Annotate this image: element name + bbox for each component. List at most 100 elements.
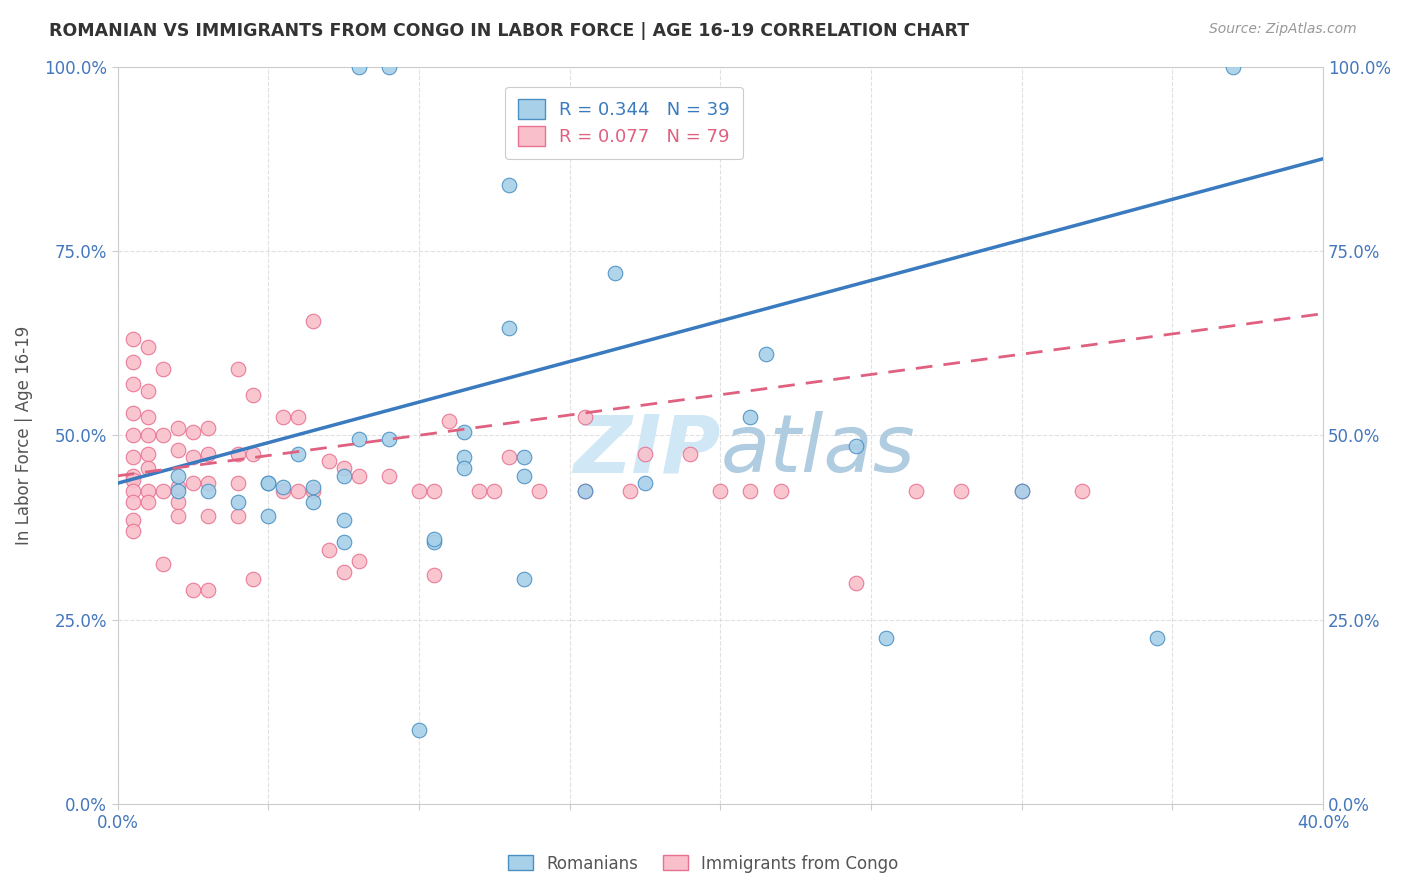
Point (166, 421, 188, 435)
Point (453, 450, 475, 465)
Legend: Romanians, Immigrants from Congo: Romanians, Immigrants from Congo (501, 848, 905, 880)
Point (242, 388, 264, 402)
Point (166, 483, 188, 498)
Point (302, 480, 325, 494)
Point (226, 362, 249, 376)
Point (121, 376, 143, 391)
Point (152, 483, 174, 498)
Point (423, 535, 446, 549)
Point (226, 447, 249, 461)
Point (287, 447, 309, 461)
Point (181, 450, 204, 465)
Point (845, 575, 868, 590)
Point (347, 468, 370, 483)
Point (347, 60, 370, 74)
Point (121, 483, 143, 498)
Point (905, 483, 928, 498)
Point (332, 565, 354, 579)
Point (257, 476, 280, 491)
Point (634, 447, 657, 461)
Point (1011, 483, 1033, 498)
Point (740, 409, 762, 424)
Point (603, 266, 626, 280)
Text: atlas: atlas (720, 411, 915, 489)
Point (136, 494, 159, 508)
Point (242, 447, 264, 461)
Point (318, 454, 340, 468)
Point (574, 483, 596, 498)
Point (423, 483, 446, 498)
Point (950, 483, 973, 498)
Point (513, 572, 536, 586)
Point (769, 483, 792, 498)
Point (226, 476, 249, 491)
Point (709, 483, 731, 498)
Point (152, 362, 174, 376)
Point (287, 409, 309, 424)
Point (121, 513, 143, 527)
Point (166, 480, 188, 494)
Text: ZIP: ZIP (574, 411, 720, 489)
Point (302, 483, 325, 498)
Point (121, 524, 143, 538)
Point (152, 558, 174, 572)
Point (1146, 631, 1168, 645)
Point (197, 583, 219, 598)
Point (121, 473, 143, 487)
Point (378, 432, 401, 446)
Point (619, 483, 641, 498)
Point (574, 483, 596, 498)
Point (121, 468, 143, 483)
Point (378, 60, 401, 74)
Legend: R = 0.344   N = 39, R = 0.077   N = 79: R = 0.344 N = 39, R = 0.077 N = 79 (505, 87, 742, 159)
Point (181, 425, 204, 439)
Point (1011, 483, 1033, 498)
Point (754, 347, 776, 361)
Point (1222, 60, 1244, 74)
Point (197, 483, 219, 498)
Point (121, 494, 143, 508)
Point (271, 480, 294, 494)
Point (257, 476, 280, 491)
Point (226, 494, 249, 508)
Point (513, 450, 536, 465)
Point (166, 468, 188, 483)
Point (740, 483, 762, 498)
Point (152, 428, 174, 442)
Point (498, 321, 520, 335)
Point (484, 483, 506, 498)
Point (166, 443, 188, 458)
Point (136, 483, 159, 498)
Point (302, 314, 325, 328)
Point (197, 421, 219, 435)
Point (136, 428, 159, 442)
Point (574, 409, 596, 424)
Point (257, 509, 280, 524)
Point (408, 723, 430, 738)
Point (136, 384, 159, 398)
Point (121, 406, 143, 420)
Point (181, 476, 204, 491)
Point (271, 409, 294, 424)
Point (529, 483, 551, 498)
Point (242, 572, 264, 586)
Point (166, 509, 188, 524)
Point (136, 340, 159, 354)
Point (136, 447, 159, 461)
Point (271, 483, 294, 498)
Point (136, 461, 159, 475)
Point (453, 461, 475, 475)
Point (437, 413, 460, 427)
Point (423, 532, 446, 546)
Point (423, 568, 446, 582)
Point (136, 409, 159, 424)
Point (453, 425, 475, 439)
Point (408, 483, 430, 498)
Point (845, 439, 868, 453)
Point (121, 428, 143, 442)
Point (121, 354, 143, 368)
Point (318, 542, 340, 557)
Point (875, 631, 897, 645)
Point (679, 447, 702, 461)
Point (121, 450, 143, 465)
